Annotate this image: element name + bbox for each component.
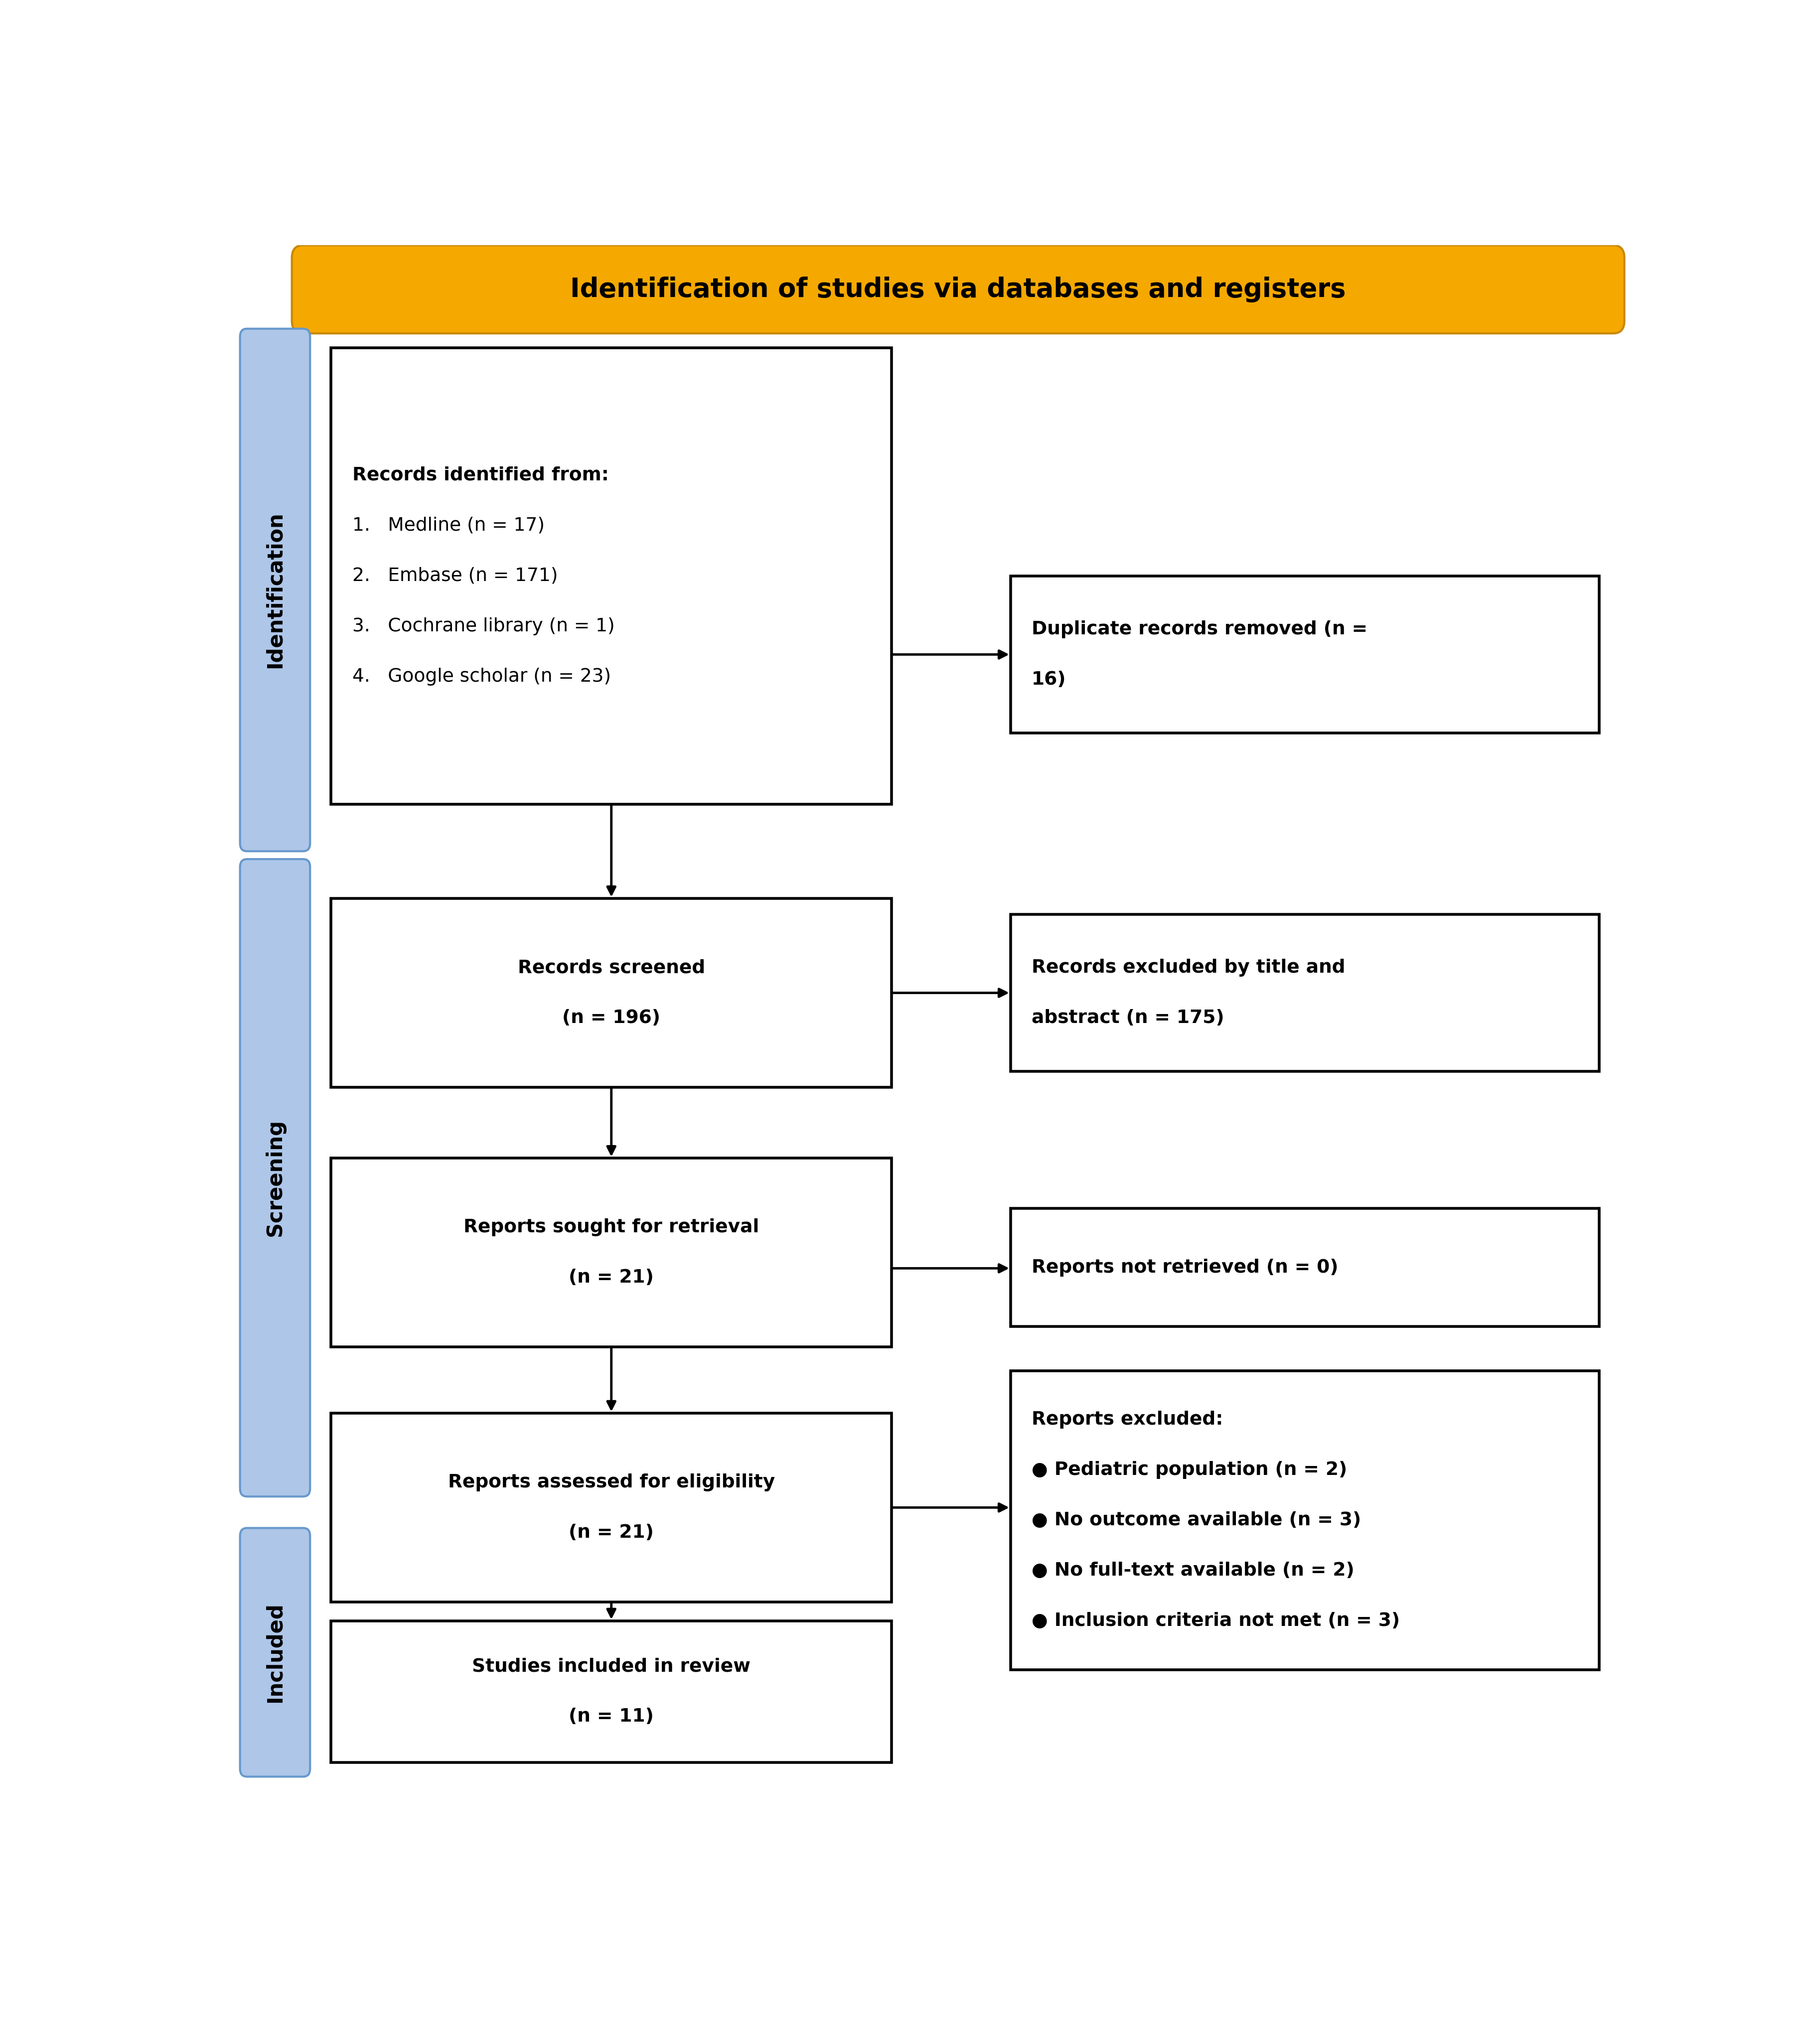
- Text: ● Inclusion criteria not met (n = 3): ● Inclusion criteria not met (n = 3): [1032, 1613, 1399, 1629]
- Text: (n = 21): (n = 21): [570, 1523, 654, 1541]
- FancyBboxPatch shape: [291, 245, 1624, 333]
- Text: Studies included in review: Studies included in review: [472, 1658, 750, 1676]
- Text: (n = 11): (n = 11): [570, 1709, 654, 1725]
- Text: Duplicate records removed (n =: Duplicate records removed (n =: [1032, 619, 1367, 638]
- Text: (n = 196): (n = 196): [562, 1010, 660, 1026]
- Bar: [331, 899, 891, 1087]
- Text: Reports assessed for eligibility: Reports assessed for eligibility: [448, 1474, 776, 1492]
- Text: Reports not retrieved (n = 0): Reports not retrieved (n = 0): [1032, 1259, 1338, 1278]
- FancyBboxPatch shape: [240, 329, 311, 850]
- Text: 3.   Cochrane library (n = 1): 3. Cochrane library (n = 1): [353, 617, 615, 636]
- Text: Records screened: Records screened: [517, 959, 705, 977]
- Text: Records identified from:: Records identified from:: [353, 466, 609, 484]
- Text: 2.   Embase (n = 171): 2. Embase (n = 171): [353, 566, 557, 585]
- Bar: [1011, 1208, 1600, 1327]
- Text: ● No full-text available (n = 2): ● No full-text available (n = 2): [1032, 1562, 1354, 1580]
- Bar: [1011, 576, 1600, 734]
- FancyBboxPatch shape: [240, 858, 311, 1496]
- Text: Included: Included: [264, 1602, 286, 1703]
- FancyBboxPatch shape: [240, 1529, 311, 1776]
- Text: Identification of studies via databases and registers: Identification of studies via databases …: [570, 276, 1345, 303]
- Text: ● Pediatric population (n = 2): ● Pediatric population (n = 2): [1032, 1461, 1347, 1478]
- Text: (n = 21): (n = 21): [570, 1269, 654, 1288]
- Text: 4.   Google scholar (n = 23): 4. Google scholar (n = 23): [353, 668, 611, 685]
- Bar: [1011, 1372, 1600, 1670]
- Text: Reports excluded:: Reports excluded:: [1032, 1410, 1224, 1429]
- Bar: [331, 1412, 891, 1602]
- Text: 1.   Medline (n = 17): 1. Medline (n = 17): [353, 517, 544, 533]
- Text: 16): 16): [1032, 670, 1067, 689]
- Text: Reports sought for retrieval: Reports sought for retrieval: [463, 1218, 759, 1237]
- Text: Screening: Screening: [264, 1120, 286, 1237]
- Bar: [331, 1159, 891, 1347]
- Text: Records excluded by title and: Records excluded by title and: [1032, 959, 1345, 977]
- Bar: [331, 1621, 891, 1762]
- Bar: [331, 347, 891, 803]
- Text: abstract (n = 175): abstract (n = 175): [1032, 1010, 1224, 1026]
- Text: ● No outcome available (n = 3): ● No outcome available (n = 3): [1032, 1511, 1361, 1529]
- Text: Identification: Identification: [264, 511, 286, 668]
- Bar: [1011, 914, 1600, 1071]
